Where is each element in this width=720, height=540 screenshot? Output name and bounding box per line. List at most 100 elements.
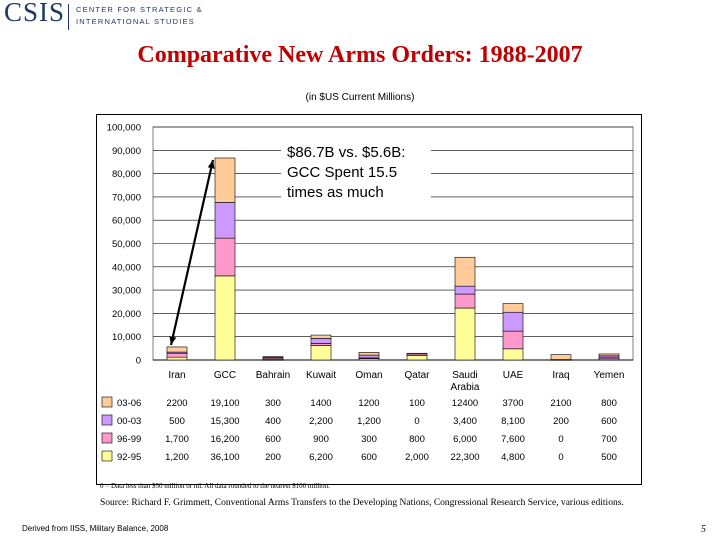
table-cell: 7,600 — [501, 434, 525, 445]
table-cell: 500 — [169, 416, 185, 427]
table-cell: 2100 — [550, 398, 571, 409]
table-cell: 0 — [414, 416, 419, 427]
bar-segment-96-99 — [166, 352, 188, 358]
bar-segment-00-03 — [214, 202, 236, 239]
bar-segment-03-06 — [214, 157, 236, 203]
table-cell: 1400 — [310, 398, 331, 409]
table-cell: 100 — [409, 398, 425, 409]
x-tick-label: Iran — [168, 370, 185, 381]
bar-segment-03-06 — [166, 346, 188, 353]
stacked-bar-chart: 0 10,000 20,000 30,000 40,000 50,000 60,000 70,… — [101, 123, 634, 463]
page-number: 5 — [701, 524, 706, 535]
table-cell: 300 — [361, 434, 377, 445]
table-cell: 600 — [361, 452, 377, 463]
bar-segment-92-95 — [166, 356, 188, 361]
y-tick-label: 70,000 — [112, 192, 141, 203]
callout-text: $86.7B vs. $5.6B: — [287, 144, 405, 161]
logo-line-1: CENTER FOR STRATEGIC & — [76, 5, 203, 14]
bar-segment-03-06 — [358, 352, 380, 356]
x-tick-label: Bahrain — [256, 370, 290, 381]
bar-segment-92-95 — [502, 348, 524, 361]
table-cell: 8,100 — [501, 416, 525, 427]
bar-segment-92-95 — [214, 275, 236, 361]
y-tick-label: 60,000 — [112, 216, 141, 227]
legend-swatch-92-95 — [101, 450, 113, 462]
y-tick-label: 90,000 — [112, 146, 141, 157]
x-tick-label: Kuwait — [306, 370, 336, 381]
table-cell: 1,200 — [357, 416, 381, 427]
table-cell: 0 — [558, 434, 563, 445]
arrowhead-top — [207, 159, 215, 169]
x-tick-label: Iraq — [552, 370, 569, 381]
y-tick-label: 50,000 — [112, 239, 141, 250]
bar-segment-03-06 — [454, 256, 476, 287]
bar-segment-96-99 — [502, 330, 524, 350]
y-tick-label: 10,000 — [112, 332, 141, 343]
table-cell: 2,200 — [309, 416, 333, 427]
bar-segment-96-99 — [214, 237, 236, 277]
table-cell: 16,200 — [210, 434, 239, 445]
table-cell: 1,700 — [165, 434, 189, 445]
x-tick-label: UAE — [503, 370, 524, 381]
table-cell: 800 — [409, 434, 425, 445]
x-tick-label: Saudi — [452, 370, 478, 381]
comparison-arrow-shaft — [169, 159, 215, 346]
bar-segment-00-03 — [310, 338, 332, 344]
logo-line-2: INTERNATIONAL STUDIES — [76, 17, 195, 26]
callout-box — [281, 137, 431, 211]
table-cell: 12400 — [452, 398, 478, 409]
callout-text: times as much — [287, 184, 384, 201]
bar-segment-03-06 — [262, 356, 284, 358]
bar-segment-00-03 — [502, 311, 524, 332]
x-tick-label: GCC — [214, 370, 236, 381]
bar-segment-03-06 — [406, 352, 428, 355]
legend-swatch-96-99 — [101, 432, 113, 444]
slide-title: Comparative New Arms Orders: 1988-2007 — [137, 42, 583, 68]
table-cell: 6,200 — [309, 452, 333, 463]
callout-text: GCC Spent 15.5 — [287, 164, 397, 181]
bar-segment-03-06 — [550, 354, 572, 360]
table-cell: 19,100 — [210, 398, 239, 409]
table-cell: 22,300 — [450, 452, 479, 463]
legend-label: 00-03 — [117, 416, 141, 427]
legend-label: 92-95 — [117, 452, 141, 463]
table-cell: 700 — [601, 434, 617, 445]
bar-segment-03-06 — [310, 334, 332, 339]
bar-segment-03-06 — [502, 303, 524, 313]
table-cell: 400 — [265, 416, 281, 427]
table-cell: 3,400 — [453, 416, 477, 427]
legend-label: 96-99 — [117, 434, 141, 445]
y-tick-label: 40,000 — [112, 262, 141, 273]
table-cell: 600 — [265, 434, 281, 445]
source-note: Source: Richard F. Grimmett, Conventiona… — [100, 498, 624, 508]
footnote: 0 = Data less than $50 million or nil. A… — [100, 482, 330, 490]
bar-segment-92-95 — [310, 345, 332, 361]
table-cell: 800 — [601, 398, 617, 409]
x-tick-label: Arabia — [451, 382, 480, 393]
table-cell: 36,100 — [210, 452, 239, 463]
y-tick-label: 20,000 — [112, 309, 141, 320]
bar-segment-03-06 — [598, 353, 620, 357]
bar-segment-00-03 — [358, 354, 380, 359]
legend-label: 03-06 — [117, 398, 141, 409]
chart-subtitle: (in $US Current Millions) — [305, 92, 415, 103]
arrowhead-bottom — [169, 336, 177, 345]
bar-segment-00-03 — [454, 285, 476, 295]
x-tick-label: Qatar — [404, 370, 430, 381]
table-cell: 500 — [601, 452, 617, 463]
table-cell: 200 — [265, 452, 281, 463]
logo-mark: CSIS — [4, 0, 66, 27]
table-cell: 900 — [313, 434, 329, 445]
y-tick-label: 30,000 — [112, 286, 141, 297]
table-cell: 300 — [265, 398, 281, 409]
table-cell: 6,000 — [453, 434, 477, 445]
bar-segment-96-99 — [454, 293, 476, 309]
table-cell: 2,000 — [405, 452, 429, 463]
y-tick-label: 80,000 — [112, 169, 141, 180]
y-tick-label: 0 — [136, 356, 141, 367]
table-cell: 600 — [601, 416, 617, 427]
table-cell: 4,800 — [501, 452, 525, 463]
table-cell: 2200 — [166, 398, 187, 409]
x-tick-label: Oman — [355, 370, 382, 381]
legend-swatch-03-06 — [101, 396, 113, 408]
